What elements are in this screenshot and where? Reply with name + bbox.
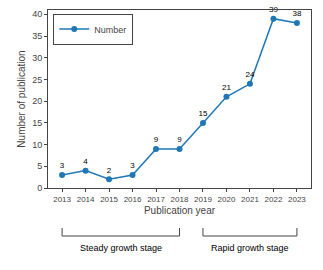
svg-text:38: 38 [292,9,301,18]
svg-text:5: 5 [37,161,42,171]
svg-text:2021: 2021 [241,195,259,204]
svg-text:2014: 2014 [77,195,95,204]
svg-text:Rapid growth stage: Rapid growth stage [211,243,289,253]
svg-text:2: 2 [107,166,112,175]
svg-text:15: 15 [32,118,42,128]
svg-text:24: 24 [245,70,254,79]
svg-text:2015: 2015 [100,195,118,204]
svg-text:35: 35 [32,31,42,41]
svg-text:21: 21 [222,83,231,92]
svg-text:2013: 2013 [53,195,71,204]
svg-text:Number of publication: Number of publication [16,50,27,147]
svg-text:2017: 2017 [147,195,165,204]
svg-text:30: 30 [32,53,42,63]
svg-text:39: 39 [269,5,278,14]
svg-text:Number: Number [94,25,126,35]
svg-text:20: 20 [32,96,42,106]
svg-text:2023: 2023 [288,195,306,204]
svg-text:2016: 2016 [124,195,142,204]
svg-text:3: 3 [130,161,135,170]
svg-text:4: 4 [83,157,88,166]
svg-text:2022: 2022 [265,195,283,204]
svg-text:Publication year: Publication year [144,205,216,216]
svg-text:40: 40 [32,9,42,19]
svg-text:2020: 2020 [218,195,236,204]
svg-text:Steady growth stage: Steady growth stage [80,243,162,253]
svg-text:25: 25 [32,75,42,85]
svg-text:9: 9 [177,135,182,144]
svg-text:2019: 2019 [194,195,212,204]
svg-text:2018: 2018 [171,195,189,204]
svg-text:0: 0 [37,183,42,193]
svg-text:3: 3 [60,161,65,170]
svg-text:15: 15 [199,109,208,118]
svg-text:10: 10 [32,140,42,150]
svg-text:9: 9 [154,135,159,144]
